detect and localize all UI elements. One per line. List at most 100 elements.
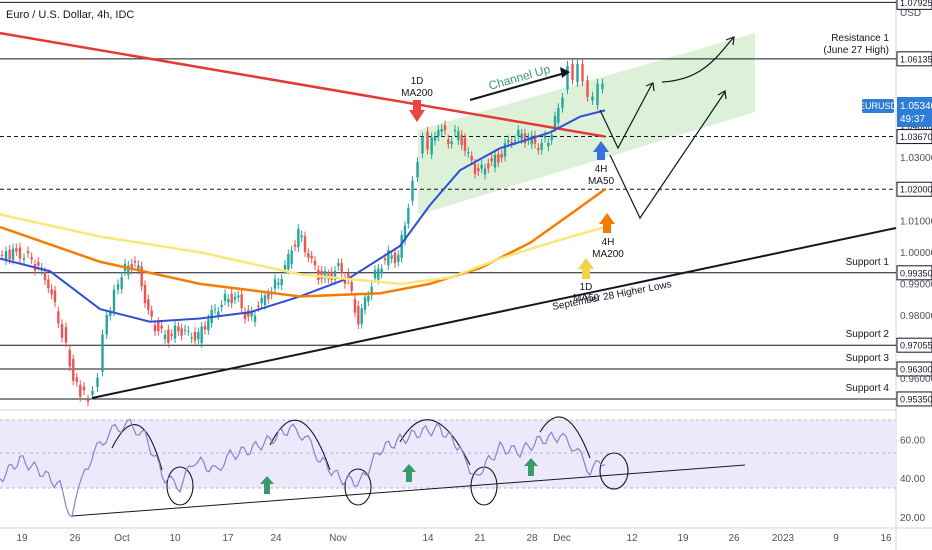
candle-body bbox=[120, 277, 123, 289]
candle-body bbox=[586, 80, 589, 97]
candle-body bbox=[430, 137, 433, 155]
candle-body bbox=[147, 299, 150, 310]
ma200-4h-arrow bbox=[599, 213, 615, 233]
candle-body bbox=[397, 255, 400, 262]
candle-body bbox=[576, 63, 579, 83]
candle-body bbox=[460, 134, 463, 146]
candle-body bbox=[490, 158, 493, 162]
channel-up-arrow-head bbox=[560, 67, 570, 78]
candle-body bbox=[187, 330, 190, 332]
currency-label: USD bbox=[900, 8, 921, 19]
rsi-tick-label: 60.00 bbox=[900, 436, 925, 447]
candle-body bbox=[566, 65, 569, 90]
candle-body bbox=[173, 325, 177, 339]
candle-body bbox=[197, 332, 200, 340]
ma200-1d-line bbox=[0, 31, 606, 138]
candle-body bbox=[237, 295, 240, 298]
ma200-4h-label-1: 4H bbox=[602, 237, 615, 248]
candle-body bbox=[416, 162, 419, 178]
candle-body bbox=[333, 270, 337, 280]
candle-body bbox=[350, 282, 353, 291]
level-name: Support 1 bbox=[846, 257, 890, 268]
candle-body bbox=[163, 334, 167, 339]
candle-body bbox=[470, 156, 473, 161]
candle-body bbox=[133, 261, 137, 263]
candle-body bbox=[37, 261, 40, 266]
candle-body bbox=[4, 251, 8, 261]
candle-body bbox=[11, 248, 15, 260]
channel-up-arrow-line bbox=[469, 72, 566, 101]
rsi-arc bbox=[539, 416, 591, 459]
candle-body bbox=[387, 250, 390, 266]
price-tick-label: 1.01000 bbox=[900, 216, 932, 227]
candle-body bbox=[30, 257, 33, 260]
candle-body bbox=[157, 321, 160, 331]
rsi-tick-label: 40.00 bbox=[900, 474, 925, 485]
candle-body bbox=[530, 135, 533, 145]
candle-body bbox=[450, 141, 453, 144]
candle-body bbox=[177, 326, 180, 332]
candle-body bbox=[353, 298, 357, 313]
ma200-4h-line bbox=[0, 188, 606, 298]
candle-body bbox=[26, 251, 30, 254]
candle-body bbox=[550, 134, 553, 141]
candle-body bbox=[277, 282, 280, 285]
candle-body bbox=[513, 140, 517, 142]
candle-body bbox=[150, 310, 153, 317]
candle-body bbox=[380, 268, 383, 274]
candle-body bbox=[493, 154, 497, 168]
candle-body bbox=[180, 328, 183, 336]
projection-path-down bbox=[609, 91, 726, 220]
level-price-label: 0.96300 bbox=[900, 365, 932, 375]
candle-body bbox=[463, 137, 467, 152]
candle-body bbox=[240, 294, 243, 309]
level-price-box bbox=[896, 361, 932, 377]
candle-body bbox=[421, 137, 424, 154]
chart-title: Euro / U.S. Dollar, 4h, IDC bbox=[6, 9, 134, 21]
candle-body bbox=[557, 107, 560, 123]
level-name: Support 2 bbox=[846, 329, 890, 340]
candle-body bbox=[497, 154, 500, 163]
candle-body bbox=[483, 168, 487, 175]
candle-body bbox=[343, 278, 347, 284]
candle-body bbox=[22, 258, 26, 260]
candle-body bbox=[601, 83, 604, 89]
candle-body bbox=[363, 297, 367, 310]
projection-path-high bbox=[661, 37, 734, 83]
rsi-arc bbox=[269, 419, 331, 471]
level-price-box bbox=[896, 337, 932, 353]
level-price-box bbox=[896, 129, 932, 145]
candle-body bbox=[537, 148, 540, 150]
candle-body bbox=[170, 334, 173, 336]
time-tick-label: 10 bbox=[169, 533, 181, 544]
candle-body bbox=[86, 399, 90, 402]
candle-body bbox=[250, 311, 253, 317]
rsi-low-circle bbox=[166, 466, 194, 506]
candle-body bbox=[561, 97, 564, 108]
candle-body bbox=[64, 327, 68, 343]
ma50-4h-line bbox=[0, 109, 606, 323]
candle-body bbox=[300, 235, 303, 238]
ma50-4h-arrow bbox=[593, 141, 609, 160]
symbol-price-tag: EURUSD 1.05340 49:37 bbox=[859, 97, 932, 127]
time-tick-label: 17 bbox=[222, 533, 234, 544]
candle-body bbox=[15, 248, 18, 252]
candle-body bbox=[357, 305, 360, 325]
level-price-label: 1.06135 bbox=[900, 54, 932, 64]
rsi-low-circle bbox=[599, 452, 629, 490]
candle-body bbox=[553, 116, 557, 128]
level-name: Support 4 bbox=[846, 383, 890, 394]
candle-body bbox=[407, 208, 410, 224]
candle-body bbox=[517, 129, 520, 137]
candle-body bbox=[400, 235, 403, 258]
candle-body bbox=[101, 334, 104, 372]
candle-body bbox=[200, 326, 203, 344]
candle-body bbox=[500, 154, 503, 158]
candle-body bbox=[280, 278, 283, 286]
candle-body bbox=[75, 377, 78, 382]
candle-body bbox=[96, 377, 99, 387]
candle-body bbox=[167, 329, 170, 343]
